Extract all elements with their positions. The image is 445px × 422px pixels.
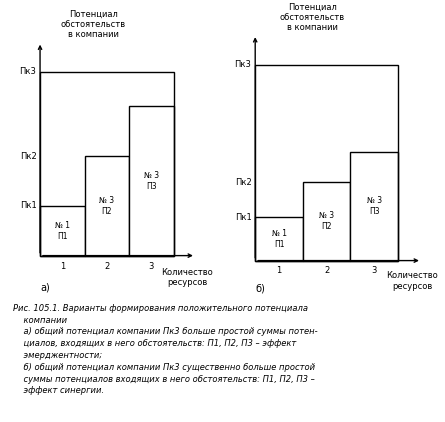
Bar [303, 182, 350, 260]
Text: 1: 1 [60, 262, 65, 271]
Text: 2: 2 [104, 262, 109, 271]
Bar [129, 106, 174, 256]
Bar [40, 72, 174, 256]
Text: 2: 2 [324, 266, 329, 275]
Text: № 1
П1: № 1 П1 [271, 229, 287, 249]
Text: Количество
ресурсов: Количество ресурсов [161, 268, 213, 287]
Text: Пк2: Пк2 [20, 151, 36, 161]
Text: № 1
П1: № 1 П1 [55, 221, 70, 241]
Text: Пк2: Пк2 [235, 178, 251, 187]
Bar [255, 217, 303, 260]
Text: Пк1: Пк1 [235, 213, 251, 222]
Text: 1: 1 [276, 266, 282, 275]
Bar [85, 156, 129, 256]
Bar [40, 206, 85, 256]
Text: 3: 3 [149, 262, 154, 271]
Bar [350, 152, 398, 260]
Text: № 3
П2: № 3 П2 [99, 196, 114, 216]
Text: б): б) [255, 283, 265, 293]
Text: Пк3: Пк3 [235, 60, 251, 69]
Text: № 3
П3: № 3 П3 [367, 196, 382, 216]
Text: Пк3: Пк3 [20, 67, 36, 76]
Text: Потенциал
обстоятельств
в компании: Потенциал обстоятельств в компании [61, 9, 126, 39]
Text: а): а) [40, 283, 50, 293]
Text: Потенциал
обстоятельств
в компании: Потенциал обстоятельств в компании [280, 2, 345, 32]
Bar [255, 65, 398, 260]
Text: Пк1: Пк1 [20, 201, 36, 211]
Text: № 3
П3: № 3 П3 [144, 171, 159, 191]
Text: 3: 3 [372, 266, 377, 275]
Text: Количество
ресурсов: Количество ресурсов [386, 271, 438, 291]
Text: № 3
П2: № 3 П2 [319, 211, 334, 232]
Text: Рис. 105.1. Варианты формирования положительного потенциала
    компании
    а) : Рис. 105.1. Варианты формирования положи… [13, 304, 318, 395]
